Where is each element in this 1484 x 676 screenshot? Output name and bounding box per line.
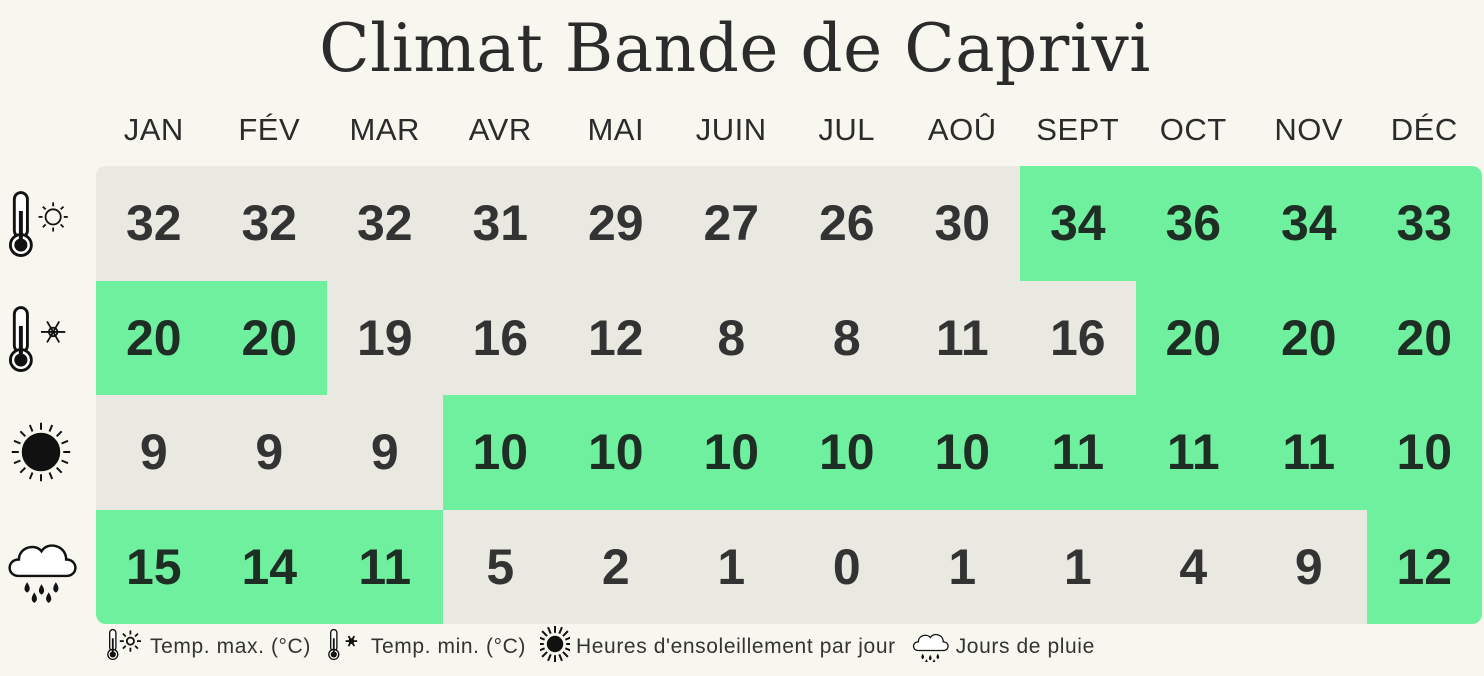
- month-header-row: JAN FÉV MAR AVR MAI JUIN JUL AOÛ SEPT OCT NOV DÉC: [96, 112, 1482, 162]
- table-cell: 11: [327, 509, 443, 624]
- table-cell: 1: [1020, 509, 1136, 624]
- table-cell: 20: [1366, 280, 1482, 395]
- legend-label: Temp. min. (°C): [370, 635, 526, 658]
- table-cell: 33: [1366, 166, 1482, 281]
- month-label: AVR: [468, 112, 532, 147]
- table-cell: 0: [789, 509, 905, 624]
- month-label: AOÛ: [927, 112, 997, 147]
- table-cell: 31: [442, 166, 558, 281]
- table-cell: 14: [211, 509, 327, 624]
- table-cell: 11: [1020, 395, 1136, 510]
- table-cell: 11: [1135, 395, 1251, 510]
- table-cell: 20: [211, 280, 327, 395]
- table-cell: 10: [789, 395, 905, 510]
- month-label: OCT: [1159, 112, 1227, 147]
- climate-table: 32 32 32 31 29 27 26 30 34 36 34 33 20 20 19 16 12 8 8 11 16…: [96, 166, 1482, 624]
- table-cell: 34: [1251, 166, 1367, 281]
- table-cell: 16: [1020, 280, 1136, 395]
- sun-icon: [536, 625, 574, 668]
- table-cell: 2: [558, 509, 674, 624]
- table-cell: 10: [904, 395, 1020, 510]
- table-cell: 34: [1020, 166, 1136, 281]
- table-cell: 12: [1366, 509, 1482, 624]
- table-cell: 19: [327, 280, 443, 395]
- table-cell: 9: [1251, 509, 1367, 624]
- month-label: JUL: [818, 112, 876, 147]
- table-cell: 32: [327, 166, 443, 281]
- table-cell: 1: [904, 509, 1020, 624]
- table-cell: 10: [1366, 395, 1482, 510]
- month-label: JAN: [123, 112, 184, 147]
- table-cell: 10: [673, 395, 789, 510]
- rain-cloud-icon: [0, 510, 82, 624]
- table-cell: 10: [442, 395, 558, 510]
- table-cell: 29: [558, 166, 674, 281]
- rain-cloud-icon: [910, 626, 950, 668]
- table-cell: 32: [211, 166, 327, 281]
- table-cell: 9: [327, 395, 443, 510]
- table-cell: 36: [1135, 166, 1251, 281]
- table-cell: 27: [673, 166, 789, 281]
- month-label: FÉV: [238, 112, 301, 147]
- table-cell: 8: [673, 280, 789, 395]
- table-cell: 20: [96, 280, 212, 395]
- table-cell: 12: [558, 280, 674, 395]
- table-cell: 20: [1135, 280, 1251, 395]
- legend-item: Temp. min. (°C): [325, 626, 526, 668]
- month-label: JUIN: [695, 112, 767, 147]
- table-cell: 30: [904, 166, 1020, 281]
- month-label: MAR: [349, 112, 420, 147]
- month-label: DÉC: [1390, 112, 1458, 147]
- table-cell: 26: [789, 166, 905, 281]
- month-label: SEPT: [1036, 112, 1120, 147]
- table-cell: 11: [904, 280, 1020, 395]
- table-cell: 16: [442, 280, 558, 395]
- table-cell: 11: [1251, 395, 1367, 510]
- table-cell: 15: [96, 509, 212, 624]
- table-cell: 32: [96, 166, 212, 281]
- month-label: MAI: [587, 112, 645, 147]
- legend-item: Temp. max. (°C): [104, 626, 311, 668]
- thermometer-sun-icon: [0, 166, 82, 280]
- table-cell: 20: [1251, 280, 1367, 395]
- chart-title: Climat Bande de Caprivi: [319, 10, 1151, 87]
- legend: Temp. max. (°C) Temp. min. (°C) Heures d'…: [104, 625, 1109, 668]
- legend-label: Heures d'ensoleillement par jour: [576, 635, 896, 658]
- table-cell: 10: [558, 395, 674, 510]
- month-label: NOV: [1274, 112, 1344, 147]
- thermometer-sun-icon: [104, 626, 144, 668]
- table-cell: 5: [442, 509, 558, 624]
- table-cell: 4: [1135, 509, 1251, 624]
- table-cell: 9: [211, 395, 327, 510]
- table-cell: 9: [96, 395, 212, 510]
- legend-label: Temp. max. (°C): [150, 635, 311, 658]
- legend-item: Heures d'ensoleillement par jour: [536, 625, 896, 668]
- legend-item: Jours de pluie: [910, 626, 1095, 668]
- table-cell: 1: [673, 509, 789, 624]
- sun-icon: [0, 395, 82, 509]
- thermometer-snowflake-icon: [325, 626, 365, 668]
- legend-label: Jours de pluie: [955, 635, 1095, 658]
- thermometer-snowflake-icon: [0, 281, 82, 395]
- table-cell: 8: [789, 280, 905, 395]
